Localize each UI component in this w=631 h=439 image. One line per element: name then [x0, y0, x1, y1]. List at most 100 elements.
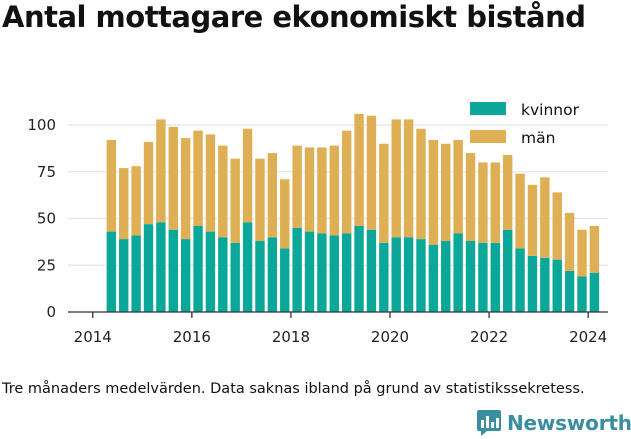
bar-kvinnor	[441, 240, 451, 312]
bar-man	[292, 145, 302, 228]
bar-kvinnor	[515, 248, 525, 312]
bar-kvinnor	[106, 231, 117, 312]
bar-man	[366, 115, 377, 230]
bar-kvinnor	[341, 233, 352, 312]
bar-kvinnor	[180, 239, 191, 312]
legend-label-kvinnor: kvinnor	[521, 101, 580, 119]
y-tick-label: 100	[27, 116, 56, 134]
y-tick-label: 0	[46, 303, 56, 321]
bar-kvinnor	[329, 235, 339, 312]
page-title: Antal mottagare ekonomiskt bistånd	[2, 0, 586, 34]
stacked-bar-chart: 0 25 50 75 100 2014 2016 2018 2020 2022 2024 kvin…	[27, 101, 608, 346]
bar-kvinnor	[403, 237, 414, 312]
bar-kvinnor	[366, 229, 377, 312]
bar-man	[304, 147, 315, 232]
y-tick-label: 25	[37, 256, 56, 274]
bar-kvinnor	[218, 237, 228, 312]
bar-man	[267, 153, 278, 238]
x-tick-label: 2014	[74, 328, 112, 346]
bar-kvinnor	[317, 233, 327, 312]
bar-man	[341, 130, 352, 234]
bar-man	[280, 179, 290, 249]
legend: kvinnor män	[470, 101, 580, 147]
bar-man	[577, 229, 587, 277]
bar-kvinnor	[490, 242, 500, 312]
bar-man	[465, 153, 476, 241]
bar-kvinnor	[391, 237, 401, 312]
bar-kvinnor	[416, 239, 426, 312]
bars	[106, 113, 600, 312]
bar-chart-chat-icon	[477, 410, 501, 436]
bar-man	[230, 158, 240, 243]
footnote: Tre månaders medelvärden. Data saknas ib…	[2, 381, 585, 397]
bar-man	[502, 154, 513, 230]
bar-man	[428, 140, 439, 245]
x-tick-label: 2024	[569, 328, 607, 346]
bar-man	[143, 141, 154, 225]
bar-kvinnor	[379, 242, 389, 312]
bar-kvinnor	[205, 231, 216, 312]
bar-man	[156, 119, 166, 223]
x-tick-label: 2018	[272, 328, 310, 346]
bar-man	[329, 145, 339, 236]
legend-label-man: män	[521, 129, 555, 147]
bar-man	[242, 128, 253, 223]
bar-man	[255, 158, 265, 241]
bar-kvinnor	[527, 255, 538, 312]
bar-man	[354, 113, 364, 226]
bar-man	[478, 162, 488, 243]
bar-kvinnor	[168, 229, 178, 312]
bar-kvinnor	[354, 226, 364, 312]
bar-kvinnor	[428, 244, 439, 312]
x-tick-label: 2022	[470, 328, 508, 346]
bar-kvinnor	[242, 222, 253, 312]
bar-kvinnor	[465, 240, 476, 312]
bar-kvinnor	[577, 276, 587, 312]
bar-man	[527, 184, 538, 256]
y-tick-label: 75	[37, 163, 56, 181]
bar-kvinnor	[589, 272, 600, 312]
x-tick-labels: 2014 2016 2018 2020 2022 2024	[74, 312, 607, 346]
x-tick-label: 2020	[371, 328, 409, 346]
bar-man	[131, 166, 141, 236]
y-tick-labels: 0 25 50 75 100	[27, 116, 56, 321]
bar-kvinnor	[502, 229, 513, 312]
bar-man	[490, 162, 500, 243]
x-tick-label: 2016	[173, 328, 211, 346]
bar-man	[441, 143, 451, 241]
bar-kvinnor	[131, 235, 141, 312]
bar-kvinnor	[540, 257, 550, 312]
bar-kvinnor	[255, 240, 265, 312]
brand-logo: Newsworthy	[476, 408, 631, 438]
bar-kvinnor	[304, 231, 315, 312]
bar-man	[317, 147, 327, 234]
bar-kvinnor	[292, 227, 302, 312]
bar-man	[180, 138, 191, 240]
bar-man	[168, 126, 178, 230]
bar-kvinnor	[564, 270, 575, 312]
legend-swatch-kvinnor	[470, 102, 506, 115]
bar-kvinnor	[156, 222, 166, 312]
bar-man	[205, 134, 216, 232]
bar-man	[403, 119, 414, 238]
bar-man	[106, 140, 117, 232]
bar-kvinnor	[552, 259, 562, 312]
bar-man	[589, 226, 600, 273]
bar-kvinnor	[280, 248, 290, 312]
bar-man	[379, 143, 389, 243]
bar-kvinnor	[267, 237, 278, 312]
bar-man	[515, 173, 525, 249]
bar-man	[540, 177, 550, 258]
bar-man	[453, 140, 463, 234]
bar-man	[416, 128, 426, 240]
y-tick-label: 50	[37, 210, 56, 228]
bar-man	[391, 119, 401, 238]
bar-kvinnor	[143, 224, 154, 312]
bar-kvinnor	[453, 233, 463, 312]
bar-kvinnor	[230, 242, 240, 312]
legend-swatch-man	[470, 130, 506, 143]
bar-man	[193, 130, 203, 226]
brand-name: Newsworthy	[507, 411, 631, 435]
bar-kvinnor	[478, 242, 488, 312]
bar-kvinnor	[193, 226, 203, 312]
